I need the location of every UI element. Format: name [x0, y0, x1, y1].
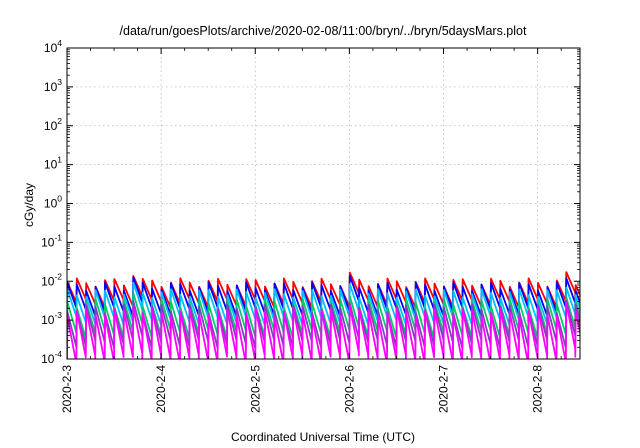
- x-tick-label: 2020-2-5: [248, 365, 262, 413]
- x-axis-label: Coordinated Universal Time (UTC): [231, 430, 415, 444]
- y-tick-label: 10-3: [41, 310, 62, 327]
- y-axis: 104 103 102 101 100 10-1 10-2 10-3 10-4: [41, 38, 580, 366]
- x-tick-label: 2020-2-3: [60, 365, 74, 413]
- y-tick-label: 100: [44, 194, 62, 211]
- x-tick-label: 2020-2-6: [342, 365, 356, 413]
- y-tick-label: 10-4: [41, 349, 62, 366]
- y-tick-label: 103: [44, 77, 62, 94]
- x-tick-label: 2020-2-7: [437, 365, 451, 413]
- y-tick-label: 104: [44, 38, 62, 55]
- series-layer: [67, 271, 580, 359]
- y-axis-label: cGy/day: [22, 183, 36, 227]
- x-axis: 2020-2-3 2020-2-4 2020-2-5 2020-2-6 2020-2-7…: [60, 48, 562, 413]
- y-tick-label: 101: [44, 155, 62, 172]
- x-tick-label: 2020-2-8: [531, 365, 545, 413]
- y-tick-label: 102: [44, 116, 62, 133]
- x-tick-label: 2020-2-4: [154, 365, 168, 413]
- series-line-6: [67, 301, 580, 359]
- chart-title: /data/run/goesPlots/archive/2020-02-08/1…: [120, 24, 527, 38]
- y-tick-label: 10-2: [41, 271, 62, 288]
- y-tick-label: 10-1: [41, 232, 62, 249]
